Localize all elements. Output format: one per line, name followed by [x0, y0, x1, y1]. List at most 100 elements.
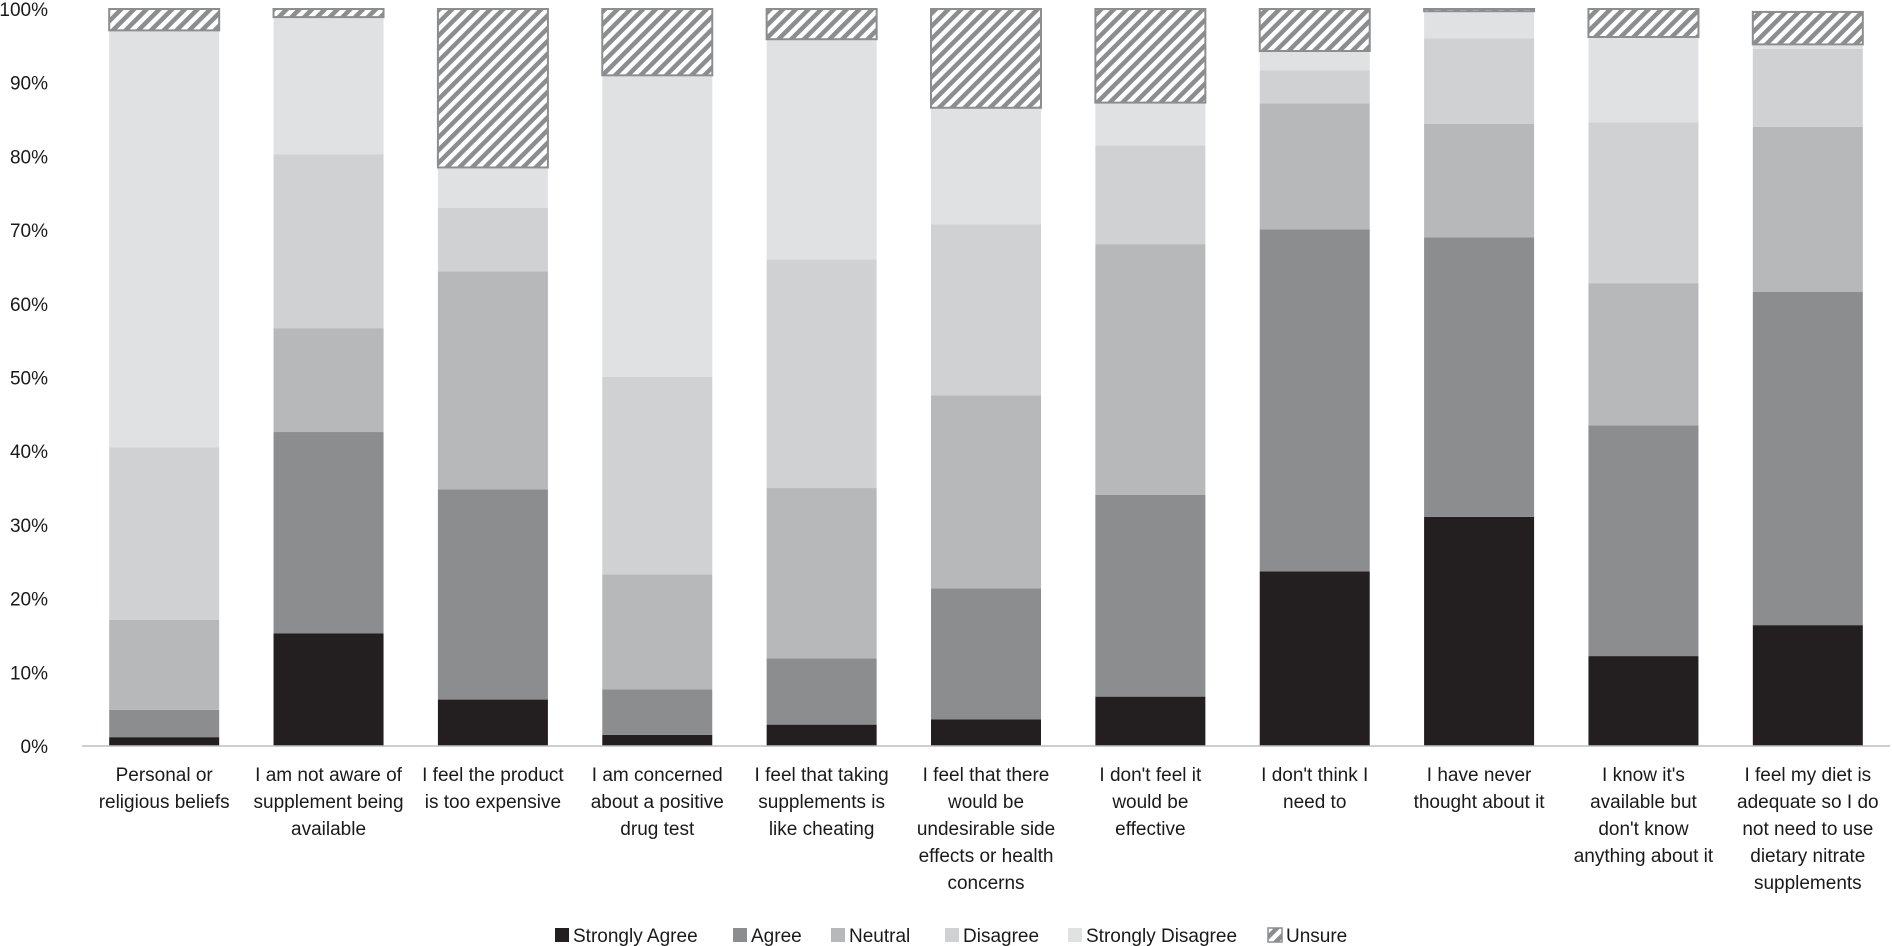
bar-neutral [1588, 283, 1699, 426]
bar-disagree [273, 154, 384, 329]
bar-strongly-agree [1095, 696, 1206, 746]
bar-neutral [1752, 126, 1863, 293]
bar-neutral [766, 488, 877, 659]
bar-unsure [436, 8, 549, 169]
bar-disagree [602, 376, 713, 575]
legend-swatch-strongly-agree [555, 928, 569, 942]
y-tick-label: 90% [10, 74, 48, 95]
legend-swatch-strongly-disagree [1068, 928, 1082, 942]
bar-neutral [437, 271, 548, 490]
bar-strongly-agree [273, 633, 384, 746]
legend-swatch-neutral [831, 928, 845, 942]
bar-strongly-agree [931, 719, 1041, 746]
bar-disagree [1259, 70, 1370, 104]
bar-unsure [1094, 8, 1207, 104]
legend-swatch-disagree [945, 928, 959, 942]
y-tick-label: 40% [10, 442, 48, 463]
bar-agree [1752, 292, 1863, 626]
legend: Strongly Agree Agree Neutral Disagree Strong… [555, 926, 1347, 946]
y-tick-label: 0% [21, 737, 49, 758]
x-tick-label: I am not aware of supplement being availab… [254, 765, 404, 840]
bar-disagree [109, 447, 220, 620]
legend-label: Agree [751, 926, 802, 946]
bar-disagree [1588, 122, 1699, 284]
bar-strongly-agree [1259, 571, 1370, 746]
bar-strongly-agree [1752, 625, 1863, 746]
bar-agree [273, 432, 384, 634]
y-tick-label: 60% [10, 295, 48, 316]
y-tick-label: 10% [10, 663, 48, 684]
bar-unsure [1751, 10, 1864, 46]
bar-strongly-disagree [437, 167, 548, 208]
y-tick-label: 50% [10, 369, 48, 390]
y-tick-label: 100% [0, 0, 48, 21]
bar-agree [437, 489, 548, 700]
bar-unsure [1423, 8, 1536, 13]
x-axis-labels: Personal or religious beliefs I am not awa… [99, 765, 1879, 894]
bar-strongly-disagree [766, 39, 877, 260]
bar-strongly-agree [437, 699, 548, 746]
bar-disagree [1095, 145, 1206, 245]
bar-strongly-disagree [1095, 102, 1206, 146]
y-tick-label: 70% [10, 221, 48, 242]
bar-neutral [1259, 103, 1370, 230]
bars [108, 8, 1864, 746]
bar-strongly-disagree [931, 107, 1041, 225]
bar-agree [602, 689, 713, 735]
bar-disagree [1752, 48, 1863, 127]
bar-strongly-disagree [1752, 44, 1863, 49]
bar-strongly-agree [602, 734, 713, 746]
bar-agree [766, 658, 877, 725]
legend-swatch-unsure [1267, 927, 1283, 943]
x-tick-label: Personal or religious beliefs [99, 765, 230, 813]
bar-strongly-disagree [1259, 51, 1370, 71]
bar-agree [1259, 229, 1370, 572]
bar-unsure [930, 8, 1042, 109]
bar-strongly-agree [1424, 516, 1535, 746]
x-tick-label: I feel that taking supplements is like che… [755, 765, 889, 840]
x-tick-label: I feel the product is too expensive [422, 765, 564, 813]
legend-label: Neutral [849, 926, 910, 946]
bar-strongly-agree [109, 737, 220, 746]
bar-agree [1424, 237, 1535, 517]
bar-neutral [273, 328, 384, 433]
bar-disagree [437, 207, 548, 272]
bar-strongly-agree [766, 724, 877, 746]
legend-label: Strongly Disagree [1086, 926, 1237, 946]
y-axis: 0% 10% 20% 30% 40% 50% 60% 70% 80% 90% 100% [0, 0, 48, 758]
bar-disagree [766, 259, 877, 489]
legend-label: Unsure [1286, 926, 1347, 946]
bar-neutral [1095, 244, 1206, 495]
x-tick-label: I am concerned about a positive drug test [591, 765, 724, 840]
x-tick-label: I don't feel it would be effective [1099, 765, 1202, 840]
bar-neutral [602, 574, 713, 690]
bar-unsure [601, 8, 714, 77]
bar-neutral [931, 395, 1041, 589]
bar-strongly-disagree [602, 75, 713, 377]
legend-label: Strongly Agree [573, 926, 698, 946]
bar-agree [1095, 494, 1206, 697]
x-tick-label: I have never thought about it [1414, 765, 1546, 813]
bar-agree [931, 588, 1041, 720]
bar-unsure [272, 8, 385, 19]
y-tick-label: 30% [10, 516, 48, 537]
bar-strongly-disagree [109, 30, 220, 448]
x-tick-label: I feel my diet is adequate so I do not nee… [1737, 765, 1879, 894]
legend-swatch-agree [733, 928, 747, 942]
bar-agree [1588, 425, 1699, 657]
legend-label: Disagree [963, 926, 1039, 946]
bar-unsure [1587, 8, 1700, 39]
bar-unsure [765, 8, 878, 41]
x-tick-label: I feel that there would be undesirable sid… [917, 765, 1055, 894]
bar-unsure [1258, 8, 1371, 53]
bar-neutral [1424, 123, 1535, 238]
bar-strongly-agree [1588, 656, 1699, 746]
bar-neutral [109, 619, 220, 710]
bar-unsure [108, 8, 221, 32]
bar-strongly-disagree [1424, 11, 1535, 39]
bar-disagree [1424, 38, 1535, 124]
bar-agree [109, 709, 220, 738]
bar-strongly-disagree [273, 17, 384, 155]
